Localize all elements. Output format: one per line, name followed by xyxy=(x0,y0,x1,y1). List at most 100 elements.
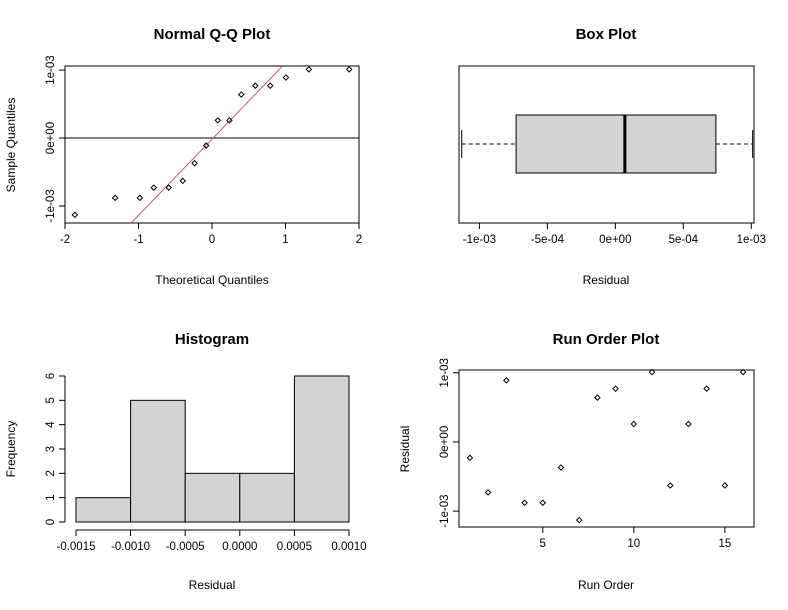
histogram-x-axis: -0.0015 -0.0010 -0.0005 0.0000 0.0005 0.0010 xyxy=(56,529,367,553)
run-order-x-axis: 5 10 15 xyxy=(540,526,731,550)
histogram-panel: Histogram -0.0015 -0.0010 -0.0005 0.0000 0.0… xyxy=(4,331,367,592)
box-x-axis: -1e-03 -5e-04 0e+00 5e-04 1e-03 xyxy=(463,222,766,246)
histogram-y-axis: 0 1 2 3 4 5 6 xyxy=(45,373,66,525)
qq-x-tick-label: 0 xyxy=(209,234,215,246)
histogram-y-tick-label: 6 xyxy=(45,373,57,379)
qq-marks xyxy=(65,65,359,224)
histogram-y-tick-label: 2 xyxy=(45,470,57,476)
run-order-point xyxy=(539,499,547,507)
qq-point xyxy=(345,66,353,73)
qq-x-tick-label: -2 xyxy=(60,234,70,246)
histogram-x-tick-label: 0.0000 xyxy=(222,541,257,553)
run-order-x-label: Run Order xyxy=(578,578,634,592)
histogram-title: Histogram xyxy=(175,331,249,348)
run-order-point xyxy=(521,499,528,507)
box-x-tick-label: -5e-04 xyxy=(531,234,565,246)
box-x-tick-label: 1e-03 xyxy=(737,234,766,246)
run-order-point xyxy=(503,377,510,384)
histogram-x-tick-label: 0.0010 xyxy=(331,541,366,553)
run-order-point xyxy=(630,420,638,428)
qq-point xyxy=(226,117,233,124)
qq-x-tick-label: 1 xyxy=(282,234,288,246)
qq-point xyxy=(214,117,222,124)
box-x-tick-label: 5e-04 xyxy=(669,234,699,246)
histogram-bar xyxy=(75,497,132,523)
qq-point xyxy=(266,82,274,90)
histogram-y-tick-label: 3 xyxy=(45,446,57,452)
box-iqr xyxy=(515,114,717,174)
qq-x-tick-label: -1 xyxy=(133,234,143,246)
histogram-y-tick-label: 1 xyxy=(45,494,57,500)
histogram-bar xyxy=(184,472,241,523)
qq-y-label: Sample Quantiles xyxy=(4,98,18,193)
box-x-tick-label: -1e-03 xyxy=(463,234,496,246)
box-x-tick-label: 0e+00 xyxy=(599,234,631,246)
run-order-y-axis: -1e-03 0e+00 1e-03 xyxy=(439,358,460,528)
run-order-x-tick-label: 5 xyxy=(540,538,546,550)
run-order-point xyxy=(484,489,492,496)
run-order-point xyxy=(557,464,565,471)
run-order-y-tick-label: -1e-03 xyxy=(439,494,451,527)
histogram-x-tick-label: -0.0015 xyxy=(56,541,95,553)
qq-point xyxy=(165,184,173,191)
histogram-x-label: Residual xyxy=(189,578,236,592)
qq-point xyxy=(150,184,158,191)
histogram-bar xyxy=(239,472,295,523)
qq-point xyxy=(251,82,259,90)
histogram-y-label: Frequency xyxy=(4,421,18,478)
box-plot-panel: Box Plot -1e-03 -5e-04 0e+00 5e-04 1e-03 Res… xyxy=(458,26,766,287)
histogram-bar xyxy=(293,375,350,523)
box-marks xyxy=(461,114,754,174)
histogram-y-tick-label: 4 xyxy=(45,421,57,428)
histogram-bars xyxy=(75,375,350,523)
qq-point xyxy=(282,74,290,81)
run-order-point xyxy=(612,385,619,392)
qq-x-label: Theoretical Quantiles xyxy=(155,273,268,287)
box-plot-title: Box Plot xyxy=(576,26,637,43)
qq-x-tick-label: 2 xyxy=(356,234,362,246)
qq-point xyxy=(179,177,187,185)
run-order-marks xyxy=(466,368,747,524)
run-order-point xyxy=(666,482,674,489)
qq-y-tick-label: -1e-03 xyxy=(45,189,57,222)
box-x-label: Residual xyxy=(583,273,630,287)
run-order-point xyxy=(575,516,583,524)
run-order-point xyxy=(594,394,601,401)
run-order-point xyxy=(721,482,729,489)
histogram-x-tick-label: -0.0005 xyxy=(166,541,205,553)
histogram-bar xyxy=(130,399,186,523)
run-order-point xyxy=(685,420,692,428)
histogram-x-tick-label: -0.0010 xyxy=(111,541,150,553)
run-order-frame xyxy=(458,369,755,528)
qq-plot-panel: Normal Q-Q Plot -2 -1 0 1 2 -1e-03 0e+00 1e-03… xyxy=(4,26,362,287)
qq-point xyxy=(71,211,79,219)
qq-reference-line xyxy=(130,65,283,224)
qq-point xyxy=(202,142,210,149)
qq-y-tick-label: 1e-03 xyxy=(45,55,57,84)
run-order-point xyxy=(648,368,656,376)
histogram-y-tick-label: 5 xyxy=(45,397,57,403)
qq-point xyxy=(136,194,144,202)
qq-point xyxy=(237,91,245,98)
run-order-plot-panel: Run Order Plot 5 10 15 -1e-03 0e+00 1e-03 Ru… xyxy=(398,331,755,592)
run-order-y-tick-label: 1e-03 xyxy=(439,358,451,387)
histogram-x-tick-label: 0.0005 xyxy=(277,541,312,553)
run-order-point xyxy=(739,368,747,376)
run-order-y-label: Residual xyxy=(398,426,412,473)
run-order-title: Run Order Plot xyxy=(553,331,660,348)
run-order-point xyxy=(703,385,710,392)
qq-x-axis: -2 -1 0 1 2 xyxy=(60,222,362,246)
qq-y-axis: -1e-03 0e+00 1e-03 xyxy=(45,55,66,223)
run-order-x-tick-label: 15 xyxy=(718,538,731,550)
qq-plot-frame xyxy=(64,65,360,224)
qq-point xyxy=(305,66,313,73)
qq-point xyxy=(111,194,119,202)
qq-point xyxy=(191,159,198,167)
run-order-x-tick-label: 10 xyxy=(627,538,640,550)
histogram-y-tick-label: 0 xyxy=(45,519,57,525)
qq-y-tick-label: 0e+00 xyxy=(45,122,57,154)
qq-plot-title: Normal Q-Q Plot xyxy=(154,26,271,43)
run-order-y-tick-label: 0e+00 xyxy=(439,426,451,458)
run-order-point xyxy=(466,454,474,462)
